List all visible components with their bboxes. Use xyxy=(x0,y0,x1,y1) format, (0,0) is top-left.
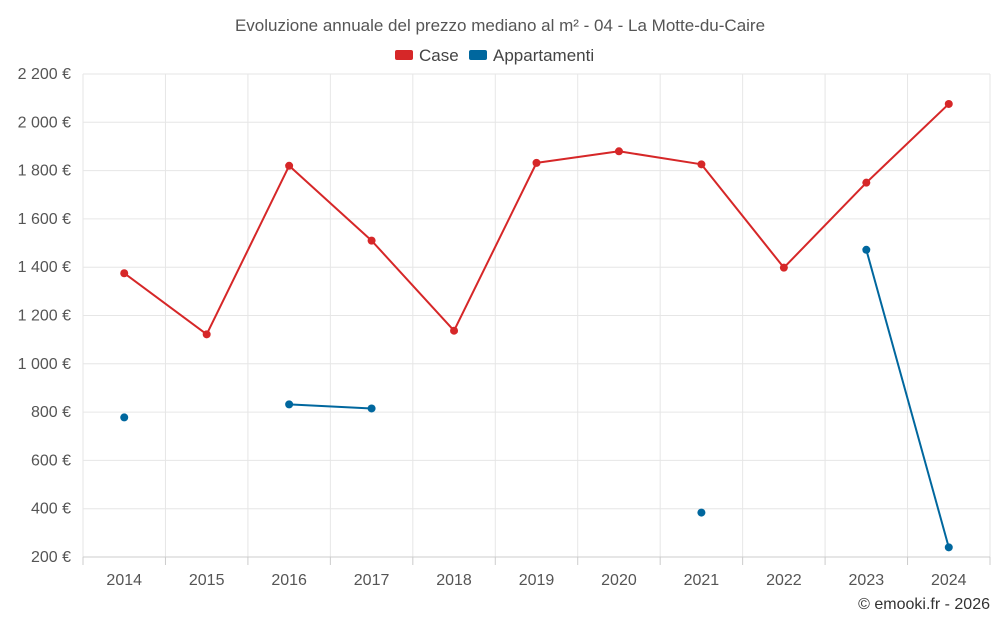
series-layer xyxy=(120,99,953,552)
y-tick-label: 1 400 € xyxy=(18,259,71,276)
series-line-appartamenti xyxy=(289,403,372,410)
y-tick-label: 1 200 € xyxy=(18,308,71,325)
credit-label[interactable]: © emooki.fr - 2026 xyxy=(858,596,990,613)
grid xyxy=(82,73,991,558)
data-point-case[interactable] xyxy=(779,263,788,272)
data-point-case[interactable] xyxy=(367,236,376,245)
data-point-case[interactable] xyxy=(862,178,871,187)
data-point-appartamenti[interactable] xyxy=(862,245,871,254)
chart-title: Evoluzione annuale del prezzo mediano al… xyxy=(235,16,765,35)
data-point-case[interactable] xyxy=(697,160,706,169)
legend-item-appartamenti[interactable]: Appartamenti xyxy=(469,46,594,65)
data-point-case[interactable] xyxy=(944,99,953,108)
x-tick-label: 2020 xyxy=(601,572,637,589)
x-tick-label: 2024 xyxy=(931,572,967,589)
x-tick-label: 2019 xyxy=(519,572,555,589)
y-tick-label: 600 € xyxy=(31,452,71,469)
data-point-case[interactable] xyxy=(285,161,294,170)
series-line-appartamenti xyxy=(865,249,950,548)
data-point-appartamenti[interactable] xyxy=(120,413,129,422)
legend-label-case: Case xyxy=(419,46,459,65)
x-tick-label: 2015 xyxy=(189,572,225,589)
x-tick-label: 2023 xyxy=(849,572,885,589)
legend-swatch-case xyxy=(395,50,413,60)
y-tick-label: 1 800 € xyxy=(18,163,71,180)
y-tick-label: 1 600 € xyxy=(18,211,71,228)
data-point-appartamenti[interactable] xyxy=(367,404,376,413)
y-tick-label: 800 € xyxy=(31,404,71,421)
data-point-case[interactable] xyxy=(202,330,211,339)
legend-item-case[interactable]: Case xyxy=(395,46,459,65)
y-tick-label: 2 200 € xyxy=(18,66,71,83)
series-appartamenti xyxy=(120,245,953,552)
legend: Case Appartamenti xyxy=(395,46,594,65)
legend-label-appartamenti: Appartamenti xyxy=(493,46,594,65)
x-tick-label: 2018 xyxy=(436,572,472,589)
y-tick-label: 200 € xyxy=(31,549,71,566)
data-point-case[interactable] xyxy=(532,158,541,167)
legend-swatch-appartamenti xyxy=(469,50,487,60)
x-axis: 2014 2015 2016 2017 2018 2019 2020 2021 2022 2023… xyxy=(82,556,991,589)
series-case xyxy=(120,99,953,339)
x-tick-label: 2022 xyxy=(766,572,802,589)
y-tick-label: 2 000 € xyxy=(18,114,71,131)
data-point-appartamenti[interactable] xyxy=(944,543,953,552)
data-point-appartamenti[interactable] xyxy=(697,508,706,517)
data-point-case[interactable] xyxy=(120,269,129,278)
data-point-case[interactable] xyxy=(450,326,459,335)
y-tick-label: 400 € xyxy=(31,501,71,518)
x-tick-label: 2016 xyxy=(271,572,307,589)
data-point-appartamenti[interactable] xyxy=(285,400,294,409)
data-point-case[interactable] xyxy=(614,147,623,156)
x-tick-label: 2021 xyxy=(684,572,720,589)
x-tick-label: 2017 xyxy=(354,572,390,589)
y-axis: 200 € 400 € 600 € 800 € 1 000 € 1 200 € 1 400 … xyxy=(18,66,71,566)
y-tick-label: 1 000 € xyxy=(18,356,71,373)
x-tick-label: 2014 xyxy=(106,572,142,589)
